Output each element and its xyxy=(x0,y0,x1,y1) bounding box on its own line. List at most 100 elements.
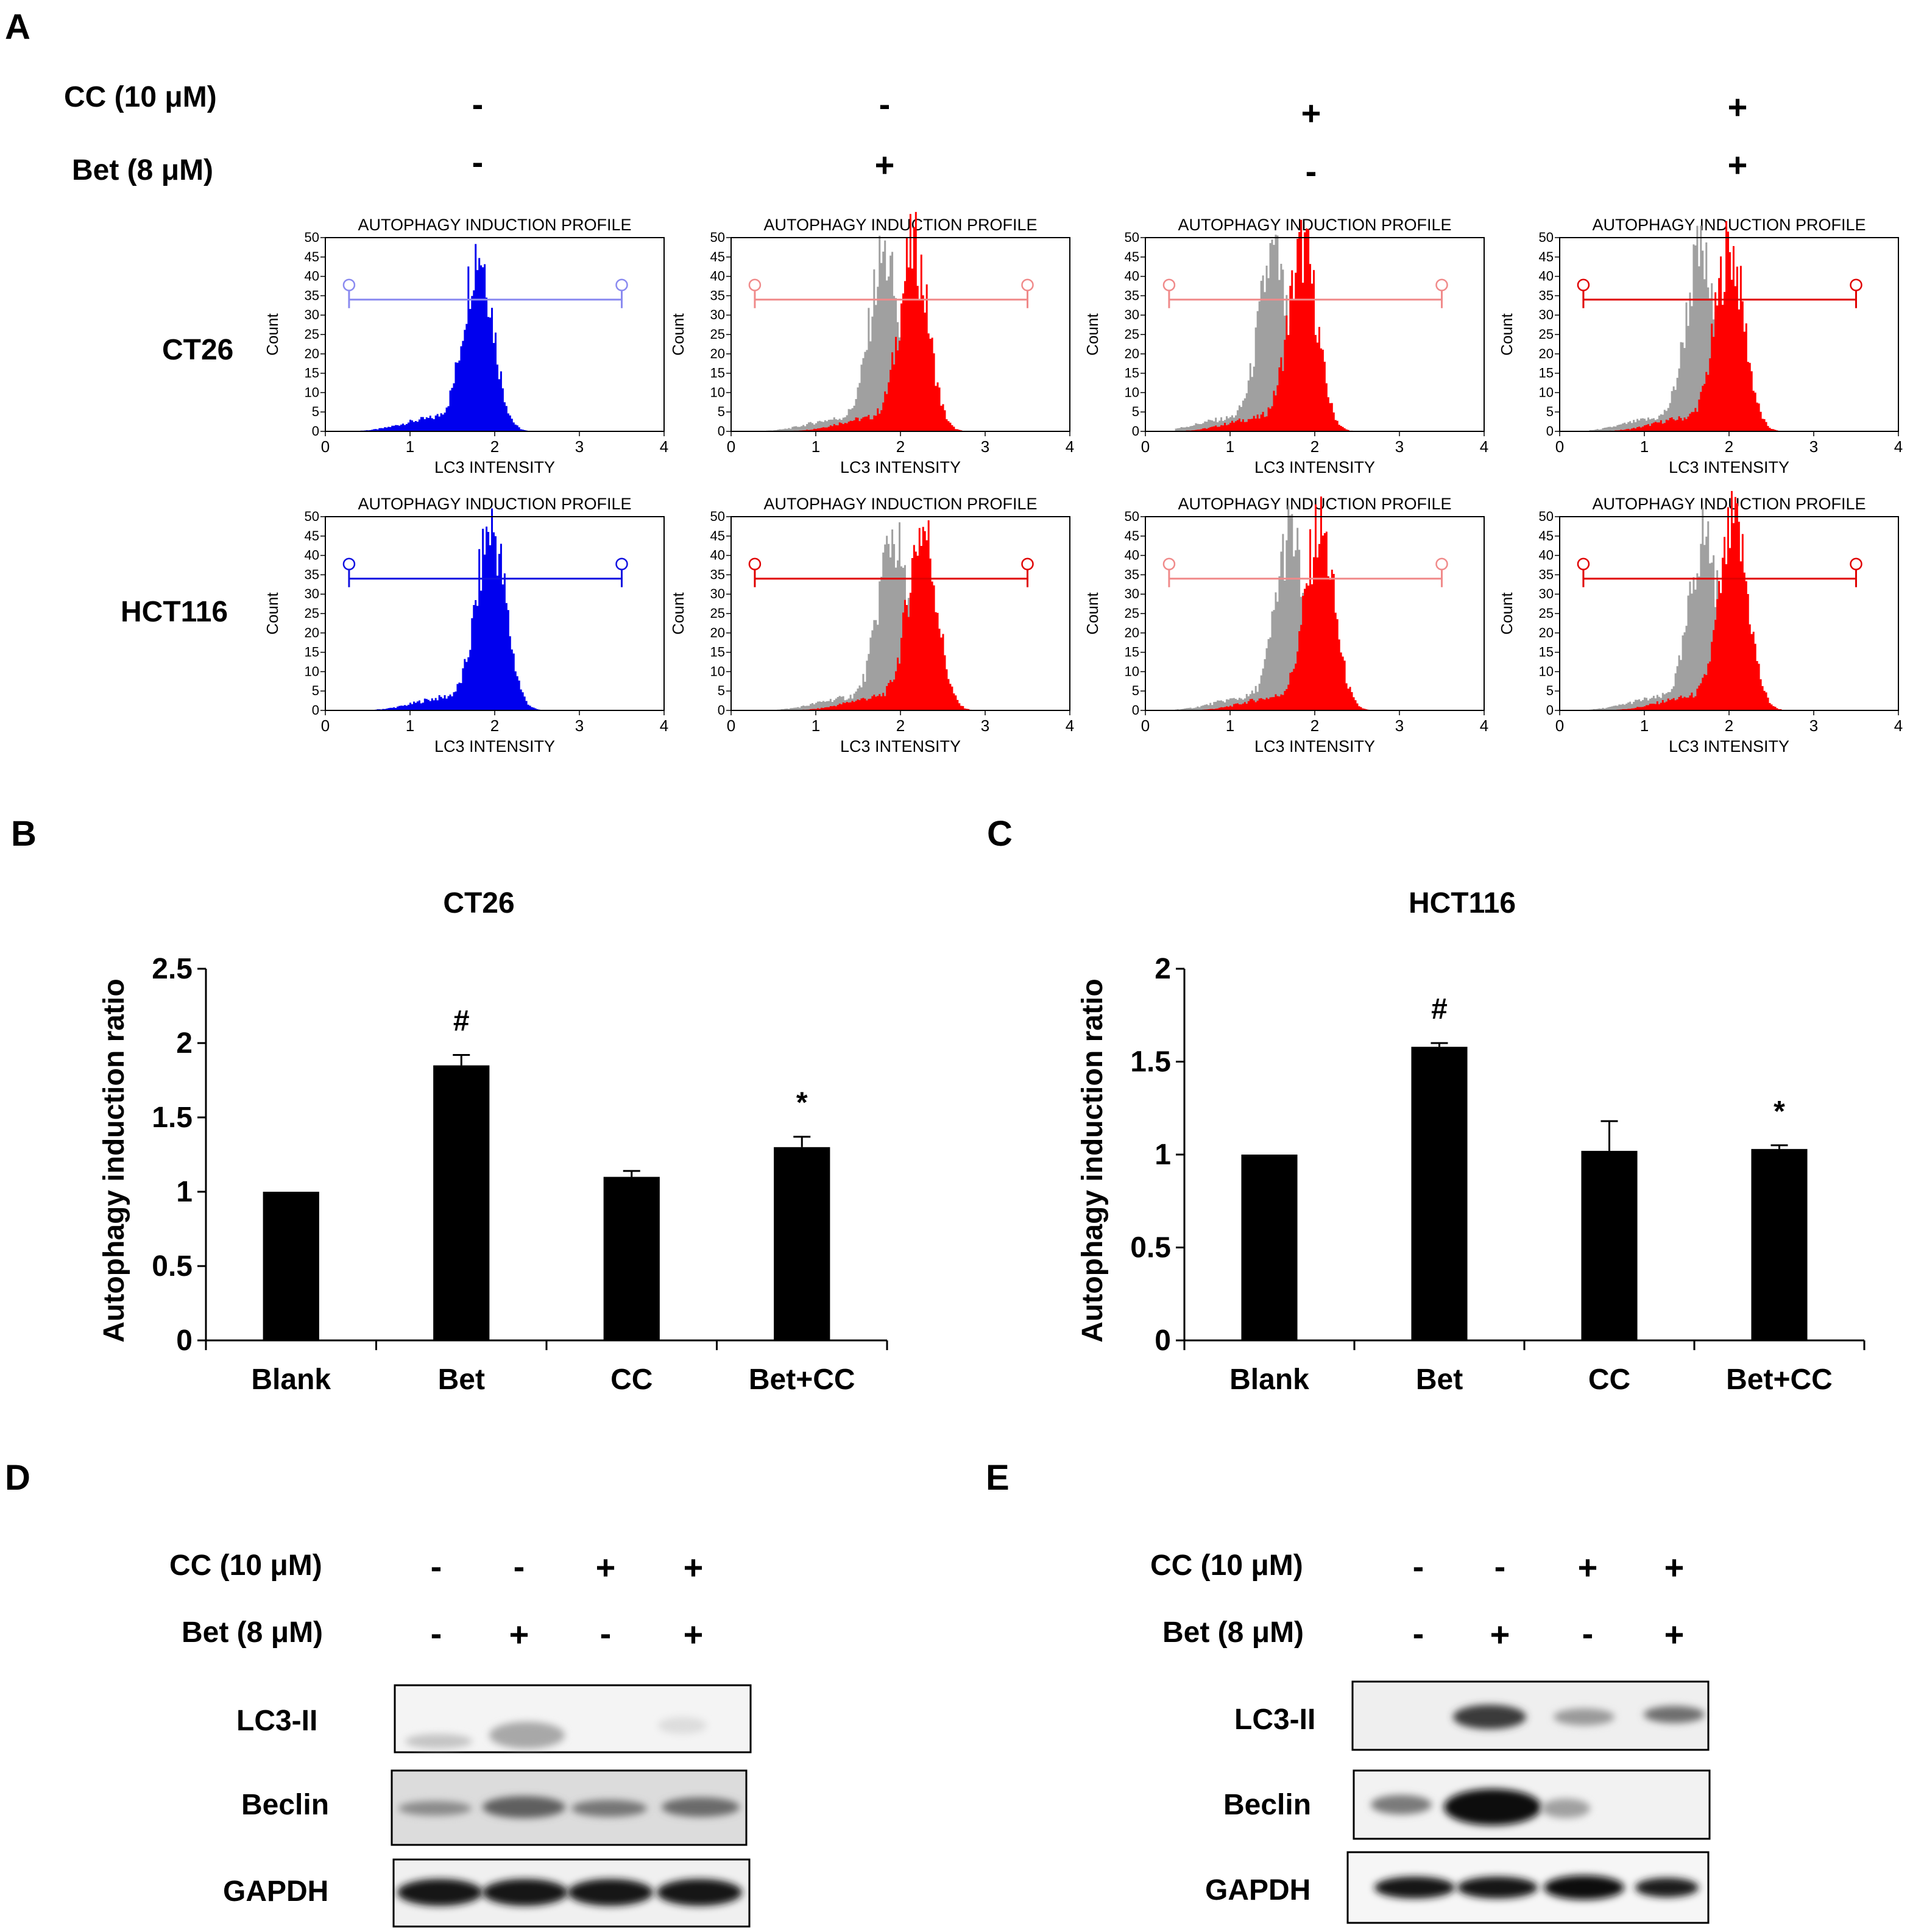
y-tick-label: 30 xyxy=(710,307,725,322)
x-tick-label: 1 xyxy=(812,717,820,735)
y-tick-label: 40 xyxy=(710,548,725,563)
y-axis-label: Count xyxy=(1498,313,1516,356)
x-tick-label: 1 xyxy=(1226,717,1234,735)
significance-mark: * xyxy=(796,1087,808,1119)
gate-handle xyxy=(1021,557,1034,571)
d-bet-label: Bet (8 μM) xyxy=(182,1616,323,1649)
bar xyxy=(263,1192,319,1340)
y-tick-label: 0 xyxy=(312,702,319,718)
x-tick-label: 2 xyxy=(1310,437,1319,456)
y-tick-label: 45 xyxy=(1539,528,1554,543)
gate-handle xyxy=(748,557,762,571)
x-tick-label: 2 xyxy=(1310,717,1319,735)
chart-title: HCT116 xyxy=(1409,887,1516,919)
y-tick-label: 20 xyxy=(1125,346,1139,361)
a-cc-sign-3: + xyxy=(1301,94,1321,132)
histogram-title: AUTOPHAGY INDUCTION PROFILE xyxy=(763,495,1037,513)
e-band-label-gapdh: GAPDH xyxy=(1205,1874,1310,1906)
y-tick-label: 0 xyxy=(176,1325,193,1357)
histogram-ct26-4: AUTOPHAGY INDUCTION PROFILE0510152025303… xyxy=(1498,216,1903,476)
y-tick-label: 45 xyxy=(710,528,725,543)
y-tick-label: 25 xyxy=(1539,606,1554,621)
x-tick-label: 4 xyxy=(1894,437,1903,456)
x-tick-label: 1 xyxy=(812,437,820,456)
d-cc-label: CC (10 μM) xyxy=(169,1549,322,1582)
histogram-bars xyxy=(355,244,609,431)
e-cc-sign-4: + xyxy=(1664,1548,1685,1587)
x-tick-label: 2 xyxy=(490,437,499,456)
d-bet-sign-1: - xyxy=(431,1614,442,1652)
y-tick-label: 0 xyxy=(312,423,319,439)
x-tick-label: 2 xyxy=(1725,437,1733,456)
y-tick-label: 20 xyxy=(710,346,725,361)
gate-handle xyxy=(1021,278,1034,292)
y-tick-label: 20 xyxy=(1539,346,1554,361)
y-tick-label: 40 xyxy=(1125,269,1139,284)
y-tick-label: 10 xyxy=(710,663,725,679)
y-tick-label: 50 xyxy=(710,230,725,245)
e-blot-beclin xyxy=(1353,1769,1711,1840)
panel-label-b: B xyxy=(11,814,37,854)
e-blot-gapdh xyxy=(1346,1851,1710,1924)
y-tick-label: 45 xyxy=(1125,249,1139,264)
y-tick-label: 25 xyxy=(1539,327,1554,342)
y-tick-label: 50 xyxy=(1125,230,1139,245)
x-tick-label: Bet+CC xyxy=(749,1364,855,1396)
y-tick-label: 40 xyxy=(710,269,725,284)
x-axis-label: LC3 INTENSITY xyxy=(840,458,961,476)
chart-title: CT26 xyxy=(443,887,514,919)
x-tick-label: 0 xyxy=(727,437,735,456)
y-axis-label: Autophagy induction ratio xyxy=(1077,978,1109,1342)
x-tick-label: 0 xyxy=(1141,437,1150,456)
x-tick-label: 3 xyxy=(1809,717,1818,735)
a-bet-label: Bet (8 μM) xyxy=(72,154,213,186)
e-bet-sign-4: + xyxy=(1664,1615,1685,1654)
x-tick-label: 0 xyxy=(1141,717,1150,735)
d-band-label-lc3: LC3-II xyxy=(236,1705,317,1737)
y-tick-label: 30 xyxy=(305,307,319,322)
y-tick-label: 30 xyxy=(1539,586,1554,601)
x-tick-label: 0 xyxy=(1555,437,1564,456)
y-tick-label: 5 xyxy=(1132,683,1139,698)
panel-label-d: D xyxy=(5,1458,30,1498)
a-cc-label: CC (10 μM) xyxy=(64,81,217,113)
a-cc-sign-1: - xyxy=(472,85,484,123)
y-tick-label: 0.5 xyxy=(1130,1232,1171,1264)
y-tick-label: 35 xyxy=(710,567,725,582)
x-tick-label: Blank xyxy=(1229,1364,1309,1396)
y-tick-label: 5 xyxy=(1132,404,1139,419)
x-tick-label: 2 xyxy=(1725,717,1733,735)
y-tick-label: 25 xyxy=(1125,606,1139,621)
e-cc-label: CC (10 μM) xyxy=(1150,1549,1303,1582)
x-tick-label: 0 xyxy=(727,717,735,735)
y-tick-label: 50 xyxy=(1125,509,1139,524)
y-tick-label: 15 xyxy=(710,366,725,381)
y-tick-label: 5 xyxy=(1546,404,1554,419)
x-tick-label: 4 xyxy=(1066,437,1074,456)
y-tick-label: 50 xyxy=(710,509,725,524)
gate-handle xyxy=(342,278,356,292)
bar xyxy=(1241,1155,1298,1340)
gate-handle xyxy=(1435,278,1448,292)
histogram-frame xyxy=(1145,237,1485,432)
d-cc-sign-2: - xyxy=(514,1547,525,1585)
y-tick-label: 0 xyxy=(1132,702,1139,718)
a-cc-sign-2: - xyxy=(879,85,891,123)
d-bet-sign-4: + xyxy=(684,1615,704,1654)
d-band-label-beclin: Beclin xyxy=(241,1789,329,1821)
bar xyxy=(1751,1148,1808,1340)
y-tick-label: 15 xyxy=(305,645,319,660)
x-axis-label: LC3 INTENSITY xyxy=(1669,737,1789,755)
y-tick-label: 40 xyxy=(1539,548,1554,563)
y-tick-label: 50 xyxy=(305,509,319,524)
y-tick-label: 45 xyxy=(305,528,319,543)
e-blot-lc3 xyxy=(1351,1680,1710,1751)
histogram-hct116-1: AUTOPHAGY INDUCTION PROFILE0510152025303… xyxy=(263,495,668,755)
y-tick-label: 30 xyxy=(305,586,319,601)
y-tick-label: 35 xyxy=(710,288,725,303)
bar xyxy=(433,1065,490,1340)
bar xyxy=(1581,1150,1638,1340)
d-blot-gapdh xyxy=(392,1858,751,1928)
y-tick-label: 5 xyxy=(312,404,319,419)
y-tick-label: 1.5 xyxy=(1130,1046,1171,1078)
